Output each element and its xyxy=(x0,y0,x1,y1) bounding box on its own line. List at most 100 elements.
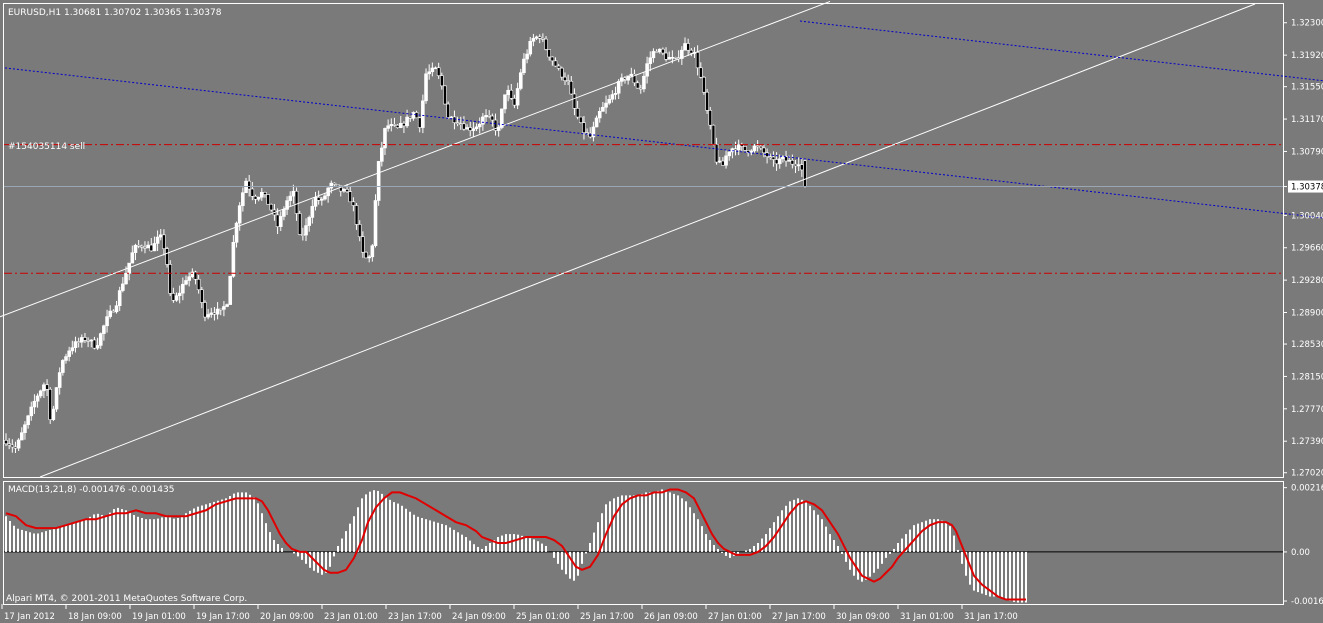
candle-body xyxy=(67,350,71,357)
candle-body xyxy=(149,244,154,252)
candle xyxy=(114,300,119,314)
candle xyxy=(664,47,668,62)
candle xyxy=(278,211,283,232)
candle-body xyxy=(86,340,90,342)
candle-body xyxy=(38,390,43,397)
candle xyxy=(578,116,583,124)
candle xyxy=(550,56,555,66)
candle xyxy=(421,94,425,134)
candle xyxy=(477,117,482,134)
candle xyxy=(133,243,138,261)
candle-body xyxy=(181,283,185,294)
candle xyxy=(320,196,324,206)
price-axis: 1.32300 1.31920 1.31550 1.31170 1.30790 1.303… xyxy=(1283,19,1323,479)
candle xyxy=(19,427,24,441)
candle-body xyxy=(711,124,716,145)
candle-body xyxy=(7,443,11,446)
order-label: #154035114 sell xyxy=(8,142,85,152)
candle-body xyxy=(310,206,315,218)
candle-body xyxy=(323,195,327,200)
candle-body xyxy=(162,234,166,249)
candle-body xyxy=(436,67,441,76)
candle-body xyxy=(582,122,586,133)
candle-body xyxy=(433,67,438,70)
candle-body xyxy=(146,244,150,249)
candle-body xyxy=(152,243,157,252)
candle xyxy=(152,236,157,252)
candle-body xyxy=(155,236,160,244)
candle-body xyxy=(635,82,640,89)
candle-body xyxy=(143,246,147,249)
candle-body xyxy=(89,339,94,342)
candle xyxy=(181,277,185,301)
current-price-box xyxy=(1288,180,1323,193)
candle-body xyxy=(57,372,62,388)
candle xyxy=(525,49,529,64)
candle xyxy=(803,158,807,188)
candle xyxy=(29,401,34,421)
candle xyxy=(206,308,210,320)
candle xyxy=(651,48,656,63)
candle-body xyxy=(79,337,84,343)
candle-body xyxy=(4,440,8,445)
candle xyxy=(247,174,251,197)
candle xyxy=(414,110,419,119)
candle xyxy=(522,53,526,75)
candle xyxy=(155,230,160,252)
candle xyxy=(121,277,125,293)
candle xyxy=(165,246,169,268)
candle-body xyxy=(629,73,634,77)
candle-body xyxy=(95,345,100,349)
candle xyxy=(95,337,100,350)
candle xyxy=(503,94,507,114)
candle-body xyxy=(222,306,226,310)
candle xyxy=(35,393,40,408)
candle-body xyxy=(556,65,561,69)
candle xyxy=(288,191,293,207)
candle xyxy=(54,387,59,412)
trend-lower-line xyxy=(4,67,1323,219)
candle xyxy=(184,275,188,286)
candle-body xyxy=(357,224,362,238)
candle xyxy=(702,76,706,95)
candle-body xyxy=(256,196,261,200)
candle-body xyxy=(206,314,210,318)
time-tick-label: 19 Jan 17:00 xyxy=(196,612,250,622)
candle-body xyxy=(405,116,409,127)
candle-body xyxy=(320,198,324,201)
price-tick-label: 1.27020 xyxy=(1291,469,1323,479)
candle xyxy=(771,151,776,167)
candle-body xyxy=(762,147,766,154)
candle-body xyxy=(61,360,65,373)
candle-body xyxy=(253,195,258,200)
candle-body xyxy=(512,97,517,106)
candle xyxy=(266,194,270,205)
candle xyxy=(515,82,520,110)
candle-body xyxy=(547,49,551,58)
candle-body xyxy=(537,36,542,39)
candle-body xyxy=(133,244,138,253)
candle-body xyxy=(45,384,49,390)
price-tick-label: 1.30378 xyxy=(1291,183,1323,193)
candle xyxy=(392,117,397,127)
macd-panel-frame xyxy=(3,481,1284,605)
candle-body xyxy=(395,124,400,128)
candle-body xyxy=(316,197,321,201)
price-tick-label: 1.29660 xyxy=(1291,244,1323,254)
candle-body xyxy=(364,251,368,259)
candle xyxy=(177,285,182,304)
candle-body xyxy=(531,38,536,42)
candle xyxy=(228,275,233,305)
candle-body xyxy=(307,217,311,226)
candle-body xyxy=(749,150,754,153)
candle-body xyxy=(342,189,346,192)
candle xyxy=(430,62,435,77)
candle-body xyxy=(654,51,659,53)
candle-body xyxy=(168,264,173,294)
candle-body xyxy=(553,60,558,67)
candle xyxy=(250,181,255,201)
candle xyxy=(724,149,728,169)
candle-body xyxy=(575,108,580,118)
candle xyxy=(471,122,476,137)
